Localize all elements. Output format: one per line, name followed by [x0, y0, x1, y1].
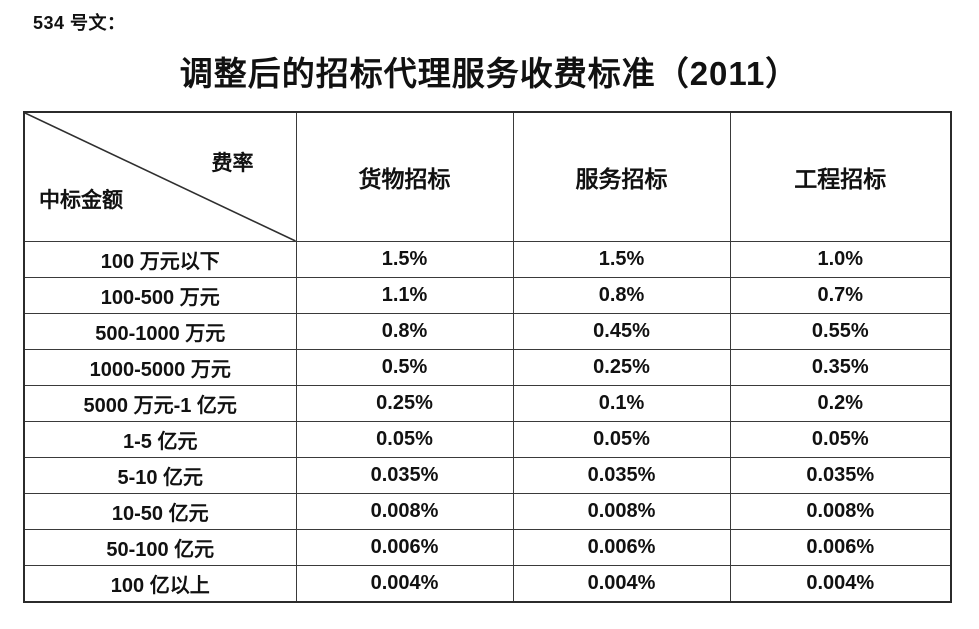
column-header-service-bidding: 服务招标 [512, 111, 731, 242]
row-label: 50-100 亿元 [23, 529, 297, 566]
page-title: 调整后的招标代理服务收费标准（2011） [179, 55, 800, 92]
table-row: 100 亿以上 0.004% 0.004% 0.004% [23, 565, 952, 603]
rate-cell: 0.006% [729, 529, 952, 566]
rate-cell: 0.008% [729, 493, 952, 530]
row-label: 1-5 亿元 [23, 421, 297, 458]
rate-cell: 0.004% [729, 565, 952, 603]
rate-cell: 0.2% [729, 385, 952, 422]
table-row: 5000 万元-1 亿元 0.25% 0.1% 0.2% [23, 385, 952, 422]
rate-cell: 1.5% [295, 241, 514, 278]
corner-label-bid-amount: 中标金额 [39, 189, 123, 212]
rate-cell: 0.006% [295, 529, 514, 566]
row-label: 500-1000 万元 [23, 313, 297, 350]
table-header-row: 费率 中标金额 货物招标 服务招标 工程招标 [23, 111, 952, 242]
rate-cell: 0.55% [729, 313, 952, 350]
corner-label-rate: 费率 [211, 152, 254, 175]
rate-cell: 0.25% [295, 385, 514, 422]
rate-cell: 0.7% [729, 277, 952, 314]
table-row: 500-1000 万元 0.8% 0.45% 0.55% [23, 313, 952, 350]
rate-cell: 0.035% [729, 457, 952, 494]
row-label: 10-50 亿元 [23, 493, 297, 530]
rate-cell: 0.035% [512, 457, 731, 494]
table-row: 100-500 万元 1.1% 0.8% 0.7% [23, 277, 952, 314]
rate-cell: 0.05% [295, 421, 514, 458]
diagonal-divider-line [25, 113, 296, 241]
table-row: 100 万元以下 1.5% 1.5% 1.0% [23, 241, 952, 278]
rate-cell: 0.25% [512, 349, 731, 386]
table-row: 1-5 亿元 0.05% 0.05% 0.05% [23, 421, 952, 458]
rate-cell: 0.004% [295, 565, 514, 603]
corner-header-cell: 费率 中标金额 [23, 111, 297, 242]
rate-cell: 0.05% [512, 421, 731, 458]
rate-cell: 1.5% [512, 241, 731, 278]
rate-cell: 0.8% [512, 277, 731, 314]
rate-cell: 0.008% [295, 493, 514, 530]
row-label: 5-10 亿元 [23, 457, 297, 494]
rate-cell: 0.004% [512, 565, 731, 603]
rate-cell: 0.5% [295, 349, 514, 386]
table-row: 50-100 亿元 0.006% 0.006% 0.006% [23, 529, 952, 566]
fee-table: 费率 中标金额 货物招标 服务招标 工程招标 100 万元以下 1.5% 1.5… [23, 111, 952, 603]
rate-cell: 1.0% [729, 241, 952, 278]
rate-cell: 0.035% [295, 457, 514, 494]
column-header-goods-bidding: 货物招标 [295, 111, 514, 242]
row-label: 100-500 万元 [23, 277, 297, 314]
rate-cell: 0.008% [512, 493, 731, 530]
column-header-engineering-bidding: 工程招标 [729, 111, 952, 242]
row-label: 100 万元以下 [23, 241, 297, 278]
row-label: 5000 万元-1 亿元 [23, 385, 297, 422]
row-label: 1000-5000 万元 [23, 349, 297, 386]
rate-cell: 0.05% [729, 421, 952, 458]
table-row: 10-50 亿元 0.008% 0.008% 0.008% [23, 493, 952, 530]
rate-cell: 0.35% [729, 349, 952, 386]
rate-cell: 0.1% [512, 385, 731, 422]
rate-cell: 0.45% [512, 313, 731, 350]
rate-cell: 0.8% [295, 313, 514, 350]
rate-cell: 0.006% [512, 529, 731, 566]
table-row: 5-10 亿元 0.035% 0.035% 0.035% [23, 457, 952, 494]
table-row: 1000-5000 万元 0.5% 0.25% 0.35% [23, 349, 952, 386]
row-label: 100 亿以上 [23, 565, 297, 603]
rate-cell: 1.1% [295, 277, 514, 314]
doc-number-label: 534 号文： [33, 13, 126, 33]
